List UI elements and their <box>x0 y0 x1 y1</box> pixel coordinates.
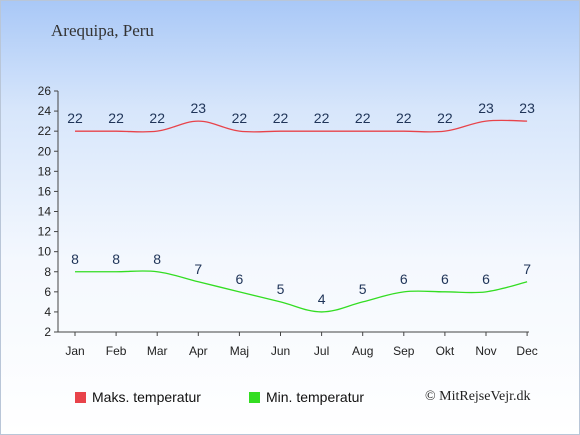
legend-swatch-max <box>75 391 86 403</box>
y-tick-label: 18 <box>38 164 52 178</box>
data-label-min: 6 <box>482 271 490 287</box>
x-tick-label: Jan <box>65 344 84 358</box>
data-label-min: 5 <box>277 281 285 297</box>
data-label-max: 22 <box>396 110 412 126</box>
data-label-max: 22 <box>108 110 124 126</box>
y-tick-label: 22 <box>38 124 52 138</box>
y-tick-label: 10 <box>38 245 52 259</box>
x-tick-label: Feb <box>106 344 127 358</box>
data-label-max: 23 <box>191 100 207 116</box>
series-layer <box>74 119 528 313</box>
x-tick-label: Apr <box>189 344 208 358</box>
data-label-min: 6 <box>400 271 408 287</box>
data-label-max: 23 <box>478 100 494 116</box>
data-label-max: 22 <box>355 110 371 126</box>
legend-label-max: Maks. temperatur <box>92 389 201 405</box>
data-label-min: 6 <box>441 271 449 287</box>
data-label-max: 22 <box>314 110 330 126</box>
data-label-max: 22 <box>437 110 453 126</box>
legend-item-min: Min. temperatur <box>249 389 364 405</box>
x-tick-label: Okt <box>436 344 455 358</box>
x-tick-label: Maj <box>230 344 249 358</box>
data-label-max: 22 <box>273 110 289 126</box>
data-label-max: 22 <box>232 110 248 126</box>
data-label-max: 22 <box>67 110 83 126</box>
legend-item-max: Maks. temperatur <box>75 389 201 405</box>
legend-swatch-min <box>249 391 260 403</box>
data-label-max: 23 <box>519 100 535 116</box>
data-label-min: 8 <box>71 251 79 267</box>
x-tick-label: Jun <box>271 344 290 358</box>
data-label-min: 7 <box>523 261 531 277</box>
series-line-max <box>75 119 528 133</box>
y-tick-label: 24 <box>38 104 52 118</box>
y-tick-label: 12 <box>38 225 52 239</box>
y-tick-label: 2 <box>44 325 51 339</box>
legend-label-min: Min. temperatur <box>266 389 365 405</box>
y-tick-label: 4 <box>44 305 51 319</box>
data-label-min: 6 <box>236 271 244 287</box>
data-label-min: 7 <box>194 261 202 277</box>
x-tick-label: Jul <box>314 344 329 358</box>
x-tick-label: Mar <box>147 344 168 358</box>
series-line-min <box>74 270 528 313</box>
y-tick-label: 16 <box>38 184 52 198</box>
x-tick-label: Aug <box>352 344 373 358</box>
data-label-min: 8 <box>112 251 120 267</box>
x-tick-label: Nov <box>475 344 496 358</box>
y-tick-label: 26 <box>38 84 52 98</box>
data-label-min: 5 <box>359 281 367 297</box>
x-tick-label: Sep <box>393 344 415 358</box>
x-tick-label: Dec <box>516 344 537 358</box>
y-tick-label: 6 <box>44 285 51 299</box>
data-label-min: 8 <box>153 251 161 267</box>
data-label-min: 4 <box>318 291 326 307</box>
data-labels: 22 22 22 23 22 22 22 22 22 22 23 23 8 8 8 7 6 5 4 5 6 6 6 7 <box>67 100 535 307</box>
site-credit[interactable]: © MitRejseVejr.dk <box>425 389 531 404</box>
y-tick-label: 14 <box>38 205 52 219</box>
chart-location-title: Arequipa, Peru <box>51 21 154 40</box>
data-label-max: 22 <box>149 110 165 126</box>
y-tick-label: 8 <box>44 265 51 279</box>
y-tick-label: 20 <box>38 144 52 158</box>
